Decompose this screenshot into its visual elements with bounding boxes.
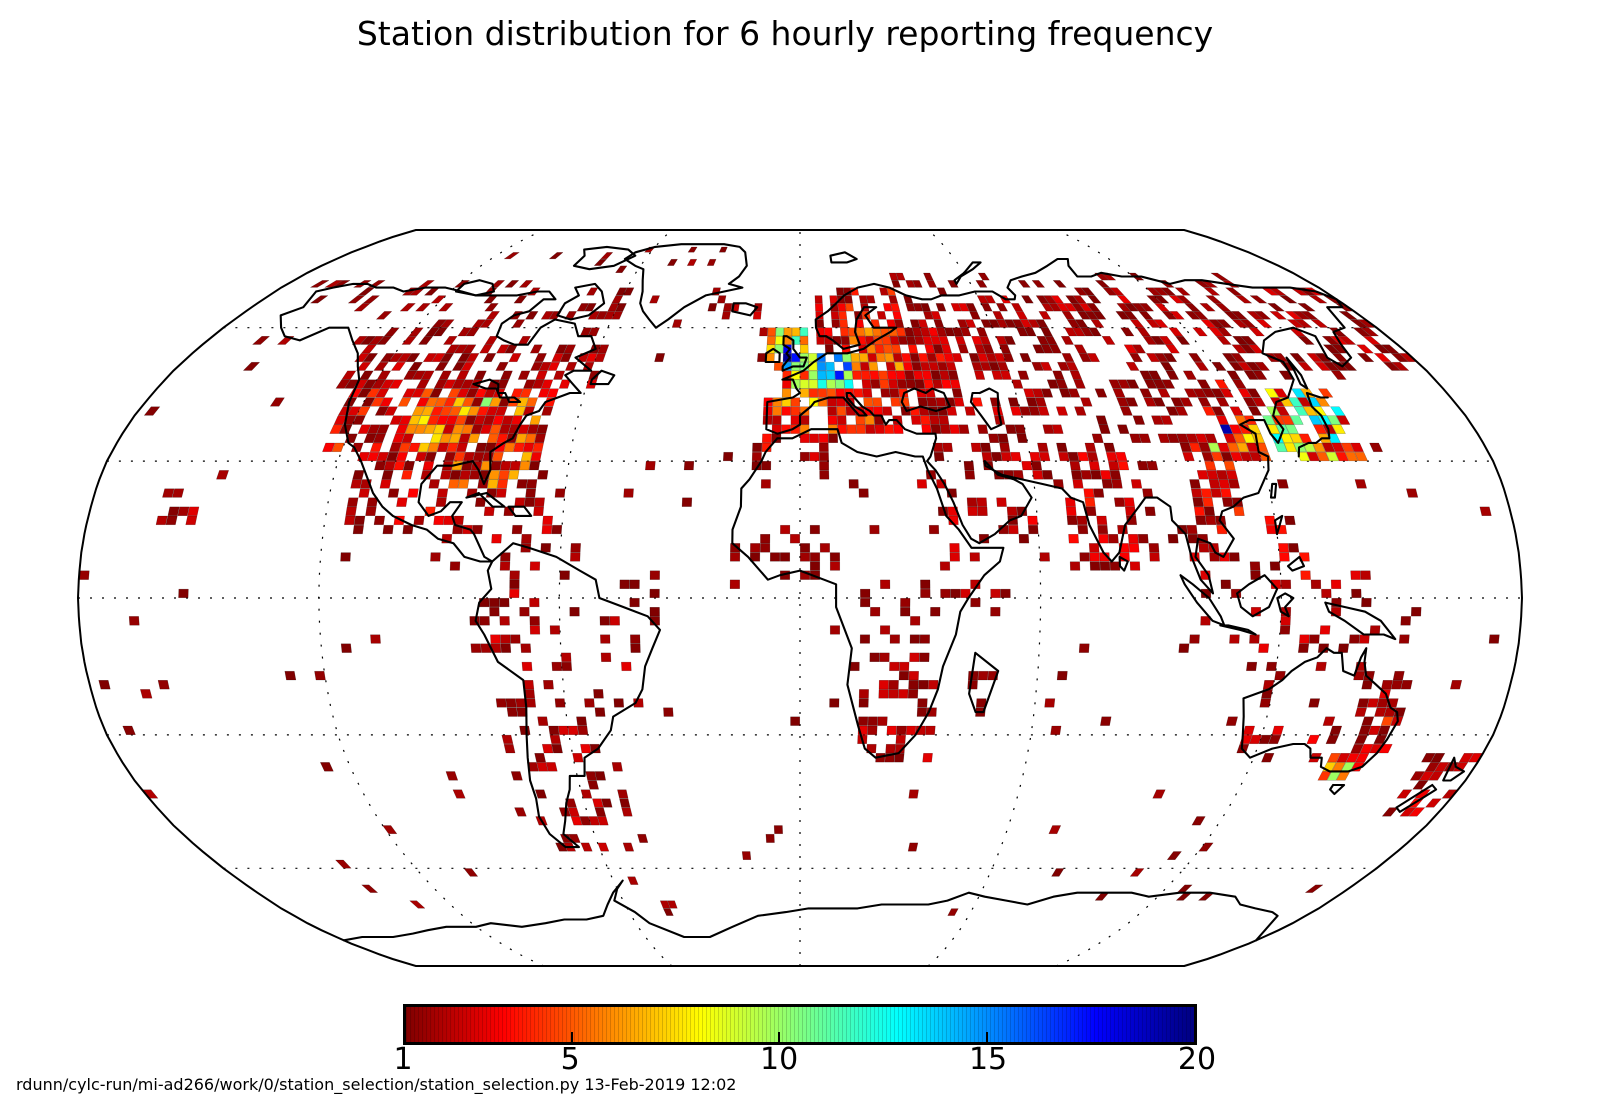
colorbar-label-20: 20: [1177, 1042, 1217, 1077]
colorbar-gradient: [406, 1007, 1194, 1042]
colorbar-segment-stripes: [406, 1007, 1194, 1042]
figure-title: Station distribution for 6 hourly report…: [356, 14, 1214, 53]
map-boundary: [76, 229, 1524, 967]
station-density-cells: [78, 246, 1500, 916]
graticule: [78, 229, 1522, 967]
colorbar-label-10: 10: [760, 1042, 799, 1077]
coastlines: [279, 243, 1466, 942]
colorbar-tick-10: [778, 1032, 781, 1042]
script-path-and-timestamp: rdunn/cylc-run/mi-ad266/work/0/station_s…: [16, 1075, 737, 1094]
colorbar-label-5: 5: [560, 1042, 580, 1077]
colorbar-label-1: 1: [393, 1042, 413, 1077]
colorbar-tick-5: [570, 1032, 573, 1042]
colorbar-labels: 1 5 10 15 20: [393, 1042, 1216, 1082]
colorbar-tick-15: [985, 1032, 988, 1042]
colorbar: [403, 1004, 1197, 1045]
colorbar-label-15: 15: [968, 1042, 1008, 1077]
